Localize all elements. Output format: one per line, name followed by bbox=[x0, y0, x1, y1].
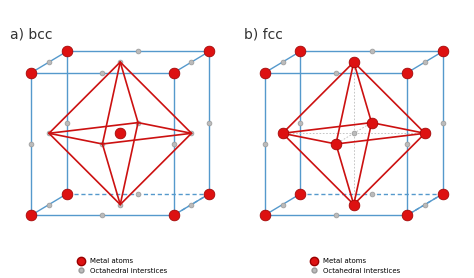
Point bbox=[134, 192, 142, 196]
Point bbox=[117, 131, 124, 136]
Point bbox=[261, 142, 268, 146]
Point bbox=[439, 120, 447, 125]
Point bbox=[368, 120, 375, 125]
Legend: Metal atoms, Octahedral interstices: Metal atoms, Octahedral interstices bbox=[307, 258, 401, 274]
Point bbox=[45, 60, 53, 64]
Point bbox=[117, 60, 124, 64]
Point bbox=[368, 49, 375, 54]
Point bbox=[368, 192, 375, 196]
Point bbox=[403, 142, 411, 146]
Point bbox=[170, 213, 177, 217]
Point bbox=[403, 71, 411, 75]
Point bbox=[99, 213, 106, 217]
Point bbox=[421, 202, 429, 207]
Point bbox=[63, 120, 71, 125]
Point bbox=[350, 202, 357, 207]
Point bbox=[170, 142, 177, 146]
Point bbox=[170, 71, 177, 75]
Point bbox=[261, 213, 268, 217]
Point bbox=[279, 131, 286, 136]
Point bbox=[279, 202, 286, 207]
Point bbox=[261, 71, 268, 75]
Point bbox=[45, 202, 53, 207]
Point bbox=[99, 71, 106, 75]
Point bbox=[117, 202, 124, 207]
Point bbox=[421, 60, 429, 64]
Point bbox=[134, 49, 142, 54]
Legend: Metal atoms, Octahedral interstices: Metal atoms, Octahedral interstices bbox=[73, 258, 167, 274]
Point bbox=[206, 120, 213, 125]
Point bbox=[206, 49, 213, 54]
Point bbox=[297, 120, 304, 125]
Point bbox=[45, 131, 53, 136]
Point bbox=[439, 49, 447, 54]
Text: b) fcc: b) fcc bbox=[244, 27, 283, 41]
Point bbox=[279, 60, 286, 64]
Point bbox=[27, 213, 35, 217]
Point bbox=[297, 192, 304, 196]
Point bbox=[188, 202, 195, 207]
Point bbox=[332, 213, 340, 217]
Point bbox=[332, 71, 340, 75]
Point bbox=[403, 213, 411, 217]
Point bbox=[134, 120, 142, 125]
Point bbox=[188, 131, 195, 136]
Point bbox=[206, 192, 213, 196]
Point bbox=[188, 60, 195, 64]
Point bbox=[99, 142, 106, 146]
Point bbox=[27, 71, 35, 75]
Point bbox=[350, 131, 357, 136]
Text: a) bcc: a) bcc bbox=[10, 27, 53, 41]
Point bbox=[421, 131, 429, 136]
Point bbox=[332, 142, 340, 146]
Point bbox=[63, 49, 71, 54]
Point bbox=[350, 60, 357, 64]
Point bbox=[439, 192, 447, 196]
Point bbox=[63, 192, 71, 196]
Point bbox=[27, 142, 35, 146]
Point bbox=[297, 49, 304, 54]
